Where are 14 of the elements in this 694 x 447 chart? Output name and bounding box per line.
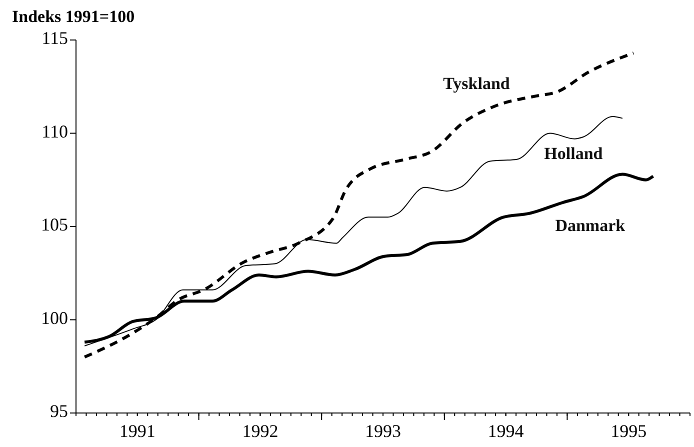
y-tick-label: 115 bbox=[42, 28, 68, 48]
y-axis-title: Indeks 1991=100 bbox=[12, 7, 135, 26]
y-tick-label: 100 bbox=[41, 308, 68, 328]
x-tick-label: 1991 bbox=[119, 421, 156, 441]
series-label: Holland bbox=[544, 144, 604, 164]
y-tick-label: 95 bbox=[50, 401, 68, 422]
series-label: Danmark bbox=[555, 216, 626, 236]
y-tick-label: 110 bbox=[42, 121, 68, 142]
y-tick-label: 105 bbox=[41, 214, 68, 235]
x-tick-label: 1994 bbox=[488, 421, 524, 441]
x-tick-label: 1993 bbox=[365, 421, 401, 441]
series-label: Tyskland bbox=[443, 74, 510, 93]
x-tick-label: 1995 bbox=[610, 421, 647, 441]
x-tick-label: 1992 bbox=[242, 421, 278, 441]
